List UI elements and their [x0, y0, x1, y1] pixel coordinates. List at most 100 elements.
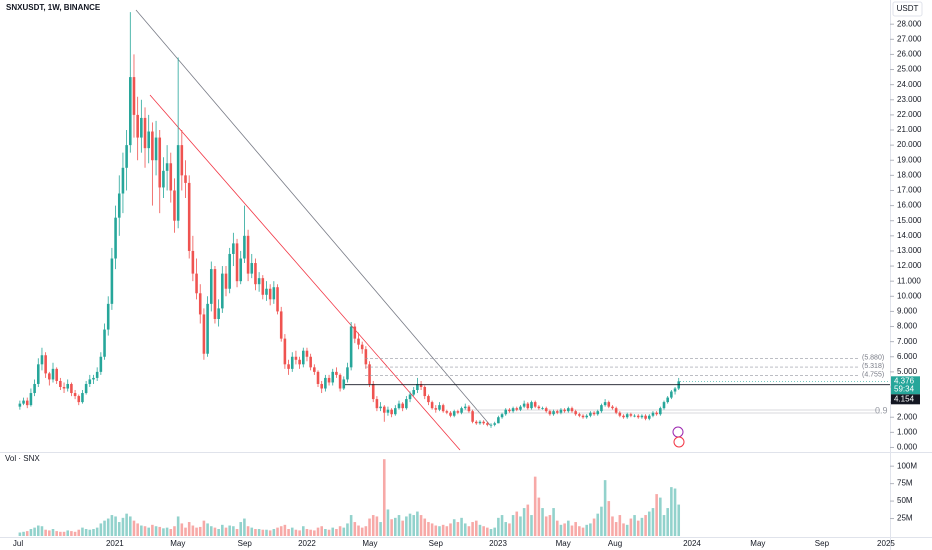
volume-bar: [445, 526, 449, 536]
x-tick-label: Jul: [13, 539, 23, 548]
candle-body: [655, 412, 658, 415]
candle-body: [636, 415, 640, 418]
volume-bar: [346, 523, 349, 536]
candle-body: [235, 243, 239, 282]
volume-bar: [500, 515, 504, 536]
candle-body: [165, 163, 169, 171]
volume-bar: [176, 516, 180, 536]
volume-bar: [209, 526, 213, 536]
volume-bar: [511, 515, 515, 536]
volume-bar: [22, 531, 25, 536]
volume-bar: [625, 524, 629, 536]
x-tick-label: 2022: [298, 539, 316, 548]
candle-body: [302, 350, 305, 365]
volume-bar: [497, 517, 500, 536]
event-icon[interactable]: [673, 436, 685, 448]
candle-body: [246, 235, 250, 274]
volume-bar: [99, 523, 103, 536]
y-tick-label: 23.000: [897, 95, 922, 104]
volume-bar: [316, 527, 320, 536]
volume-bar: [92, 529, 95, 536]
volume-bar: [526, 504, 530, 536]
candle-body: [434, 408, 438, 410]
y-tick-label: 75M: [897, 479, 913, 488]
volume-bar: [302, 526, 305, 536]
candle-body: [279, 311, 283, 339]
volume-bar: [257, 529, 261, 536]
volume-bar: [154, 526, 158, 536]
volume-bar: [427, 522, 430, 536]
volume-bar: [338, 526, 342, 536]
volume-bar: [298, 530, 301, 536]
event-icon[interactable]: [672, 426, 684, 438]
volume-bar: [309, 529, 312, 536]
volume-bar: [246, 526, 250, 536]
y-tick-label: 17.000: [897, 186, 922, 195]
volume-bar: [158, 526, 162, 536]
candle-body: [427, 396, 430, 403]
volume-bar: [44, 529, 47, 536]
currency-label[interactable]: USDT: [897, 4, 919, 13]
volume-bar: [559, 524, 563, 536]
volume-bar: [191, 525, 195, 536]
candle-body: [482, 421, 485, 424]
volume-bar: [324, 529, 327, 536]
volume-bar: [412, 515, 416, 536]
candle-body: [265, 288, 268, 295]
x-tick-label: 2023: [489, 539, 507, 548]
candle-body: [471, 411, 474, 422]
volume-bar: [452, 519, 456, 536]
candle-body: [570, 408, 574, 412]
volume-bar: [603, 480, 607, 536]
volume-bar: [530, 515, 533, 536]
volume-bar: [206, 523, 209, 536]
candle-body: [173, 190, 176, 221]
volume-bar: [508, 523, 511, 536]
chart-title: SNXUSDT, 1W, BINANCE: [6, 3, 101, 12]
volume-bar: [147, 527, 150, 536]
volume-bar: [371, 515, 375, 536]
volume-bar: [614, 522, 618, 536]
candle-body: [103, 329, 106, 357]
x-tick-label: May: [362, 539, 377, 548]
candle-body: [585, 415, 588, 418]
candle-body: [276, 287, 279, 312]
currency-box[interactable]: [892, 1, 923, 17]
candle-body: [36, 364, 40, 384]
candle-body: [73, 393, 77, 397]
candle-body: [257, 278, 261, 285]
volume-bar: [106, 518, 110, 536]
volume-bar: [143, 526, 147, 536]
candle-body: [331, 371, 335, 383]
candle-body: [357, 338, 360, 345]
candle-body: [559, 409, 563, 413]
volume-bar: [544, 516, 548, 536]
candle-body: [625, 414, 629, 418]
volume-bar: [290, 527, 294, 536]
fib-label: 0.9: [875, 405, 888, 415]
y-tick-label: 6.000: [897, 352, 918, 361]
volume-bar: [327, 529, 331, 536]
candle-body: [614, 408, 618, 413]
candle-body: [239, 258, 243, 282]
candle-body: [397, 403, 401, 409]
y-tick-label: 18.000: [897, 170, 922, 179]
candle-body: [324, 377, 327, 389]
candle-body: [405, 399, 408, 409]
volume-bar: [570, 525, 574, 536]
candle-body: [629, 414, 633, 416]
volume-bar: [430, 523, 434, 536]
candle-body: [250, 263, 254, 274]
candle-body: [66, 383, 70, 389]
volume-bar: [471, 522, 474, 536]
x-tick-label: 2024: [683, 539, 701, 548]
volume-bar: [463, 523, 467, 536]
x-tick-label: May: [750, 539, 765, 548]
volume-bar: [243, 518, 246, 536]
volume-bar: [331, 527, 335, 536]
candle-body: [140, 117, 143, 138]
candle-body: [360, 344, 364, 350]
volume-bar: [195, 527, 198, 536]
volume-bar: [357, 525, 360, 536]
